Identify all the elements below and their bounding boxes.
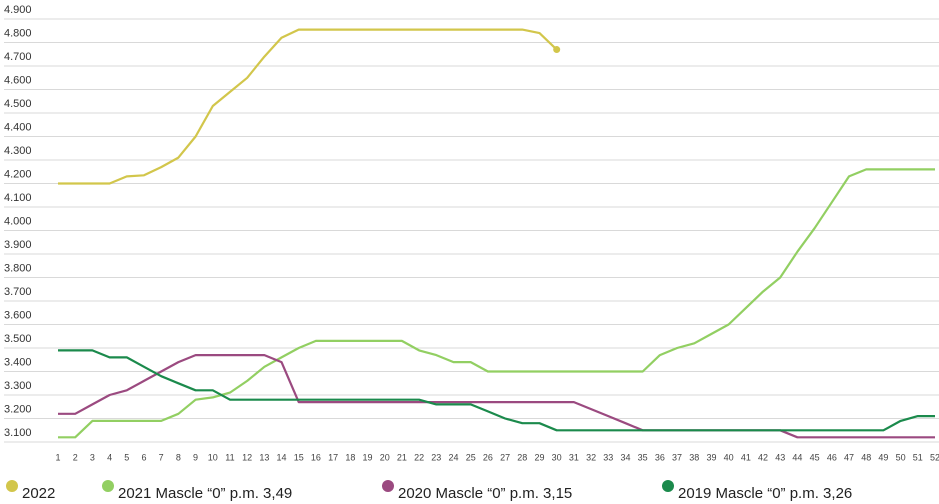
y-tick-label: 3.800 bbox=[4, 262, 32, 274]
x-tick-label: 6 bbox=[141, 452, 146, 462]
x-tick-label: 14 bbox=[277, 452, 287, 462]
x-tick-label: 37 bbox=[672, 452, 682, 462]
series-line bbox=[58, 349, 935, 432]
x-tick-label: 27 bbox=[500, 452, 510, 462]
x-tick-label: 49 bbox=[878, 452, 888, 462]
x-tick-label: 35 bbox=[638, 452, 648, 462]
legend-label: 2020 Mascle “0” p.m. 3,15 bbox=[398, 485, 572, 502]
x-tick-label: 19 bbox=[363, 452, 373, 462]
series-line bbox=[58, 354, 935, 439]
x-tick-label: 23 bbox=[431, 452, 441, 462]
legend-marker bbox=[662, 480, 674, 492]
legend-marker bbox=[6, 480, 18, 492]
x-tick-label: 42 bbox=[758, 452, 768, 462]
x-tick-label: 30 bbox=[552, 452, 562, 462]
x-tick-label: 47 bbox=[844, 452, 854, 462]
legend-label: 2019 Mascle “0” p.m. 3,26 bbox=[678, 485, 852, 502]
x-tick-label: 50 bbox=[896, 452, 906, 462]
x-tick-label: 3 bbox=[90, 452, 95, 462]
x-tick-label: 43 bbox=[775, 452, 785, 462]
y-tick-label: 3.300 bbox=[4, 380, 32, 392]
x-tick-label: 52 bbox=[930, 452, 939, 462]
x-tick-label: 20 bbox=[380, 452, 390, 462]
x-tick-label: 16 bbox=[311, 452, 321, 462]
x-tick-label: 45 bbox=[810, 452, 820, 462]
x-tick-label: 24 bbox=[449, 452, 459, 462]
x-tick-label: 31 bbox=[569, 452, 579, 462]
series-end-point bbox=[553, 46, 561, 54]
x-tick-label: 4 bbox=[107, 452, 112, 462]
x-tick-label: 39 bbox=[706, 452, 716, 462]
y-tick-label: 4.600 bbox=[4, 74, 32, 86]
x-tick-label: 41 bbox=[741, 452, 751, 462]
series-line bbox=[58, 28, 558, 185]
x-tick-label: 26 bbox=[483, 452, 493, 462]
x-tick-label: 51 bbox=[913, 452, 923, 462]
y-tick-label: 3.500 bbox=[4, 333, 32, 345]
x-tick-label: 25 bbox=[466, 452, 476, 462]
x-tick-label: 40 bbox=[724, 452, 734, 462]
y-tick-label: 3.100 bbox=[4, 427, 32, 439]
x-tick-label: 48 bbox=[861, 452, 871, 462]
x-tick-label: 11 bbox=[225, 452, 234, 462]
x-tick-label: 38 bbox=[689, 452, 699, 462]
x-tick-label: 18 bbox=[345, 452, 355, 462]
x-tick-label: 46 bbox=[827, 452, 837, 462]
y-tick-label: 3.600 bbox=[4, 309, 32, 321]
y-tick-label: 4.200 bbox=[4, 168, 32, 180]
y-tick-label: 4.000 bbox=[4, 215, 32, 227]
series-line bbox=[58, 168, 935, 439]
x-tick-label: 8 bbox=[176, 452, 181, 462]
y-tick-label: 3.700 bbox=[4, 286, 32, 298]
x-tick-label: 36 bbox=[655, 452, 665, 462]
y-tick-label: 4.400 bbox=[4, 121, 32, 133]
y-tick-label: 4.800 bbox=[4, 27, 32, 39]
x-tick-label: 44 bbox=[792, 452, 802, 462]
x-tick-label: 22 bbox=[414, 452, 424, 462]
x-tick-label: 28 bbox=[517, 452, 527, 462]
x-tick-label: 7 bbox=[159, 452, 164, 462]
x-tick-label: 15 bbox=[294, 452, 304, 462]
y-tick-label: 3.200 bbox=[4, 403, 32, 415]
x-tick-label: 9 bbox=[193, 452, 198, 462]
legend-marker bbox=[102, 480, 114, 492]
legend-label: 2022 bbox=[22, 485, 55, 502]
y-tick-label: 4.300 bbox=[4, 145, 32, 157]
x-tick-label: 10 bbox=[208, 452, 218, 462]
y-tick-label: 4.700 bbox=[4, 51, 32, 63]
legend-marker bbox=[382, 480, 394, 492]
x-tick-label: 1 bbox=[55, 452, 60, 462]
x-tick-label: 2 bbox=[73, 452, 78, 462]
x-tick-label: 34 bbox=[620, 452, 630, 462]
x-tick-label: 17 bbox=[328, 452, 338, 462]
x-tick-label: 32 bbox=[586, 452, 596, 462]
x-tick-label: 5 bbox=[124, 452, 129, 462]
legend-label: 2021 Mascle “0” p.m. 3,49 bbox=[118, 485, 292, 502]
y-tick-label: 4.500 bbox=[4, 98, 32, 110]
x-tick-label: 13 bbox=[259, 452, 269, 462]
x-tick-label: 29 bbox=[534, 452, 544, 462]
x-tick-label: 12 bbox=[242, 452, 252, 462]
x-tick-label: 33 bbox=[603, 452, 613, 462]
y-tick-label: 3.400 bbox=[4, 356, 32, 368]
y-tick-label: 4.100 bbox=[4, 192, 32, 204]
y-tick-label: 4.900 bbox=[4, 4, 32, 16]
y-tick-label: 3.900 bbox=[4, 239, 32, 251]
x-tick-label: 21 bbox=[397, 452, 407, 462]
